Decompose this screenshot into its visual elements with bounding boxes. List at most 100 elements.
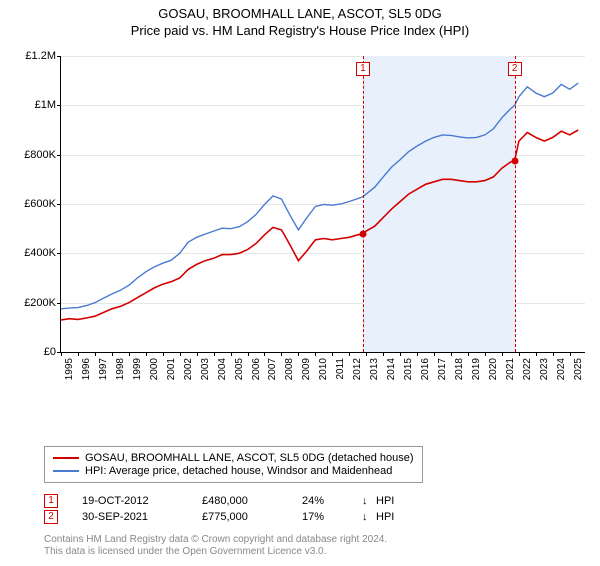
y-axis-label: £1M (12, 99, 56, 111)
x-axis-label: 2020 (488, 358, 499, 380)
x-axis-label: 1998 (115, 358, 126, 380)
x-axis-label: 2008 (284, 358, 295, 380)
legend-label: GOSAU, BROOMHALL LANE, ASCOT, SL5 0DG (d… (85, 452, 414, 464)
x-tick (519, 352, 520, 356)
x-tick (332, 352, 333, 356)
marker-badge: 2 (508, 62, 522, 76)
series-price_paid (61, 130, 578, 320)
x-axis-label: 2006 (251, 358, 262, 380)
marker-dot (359, 230, 366, 237)
x-tick (231, 352, 232, 356)
x-tick (434, 352, 435, 356)
y-axis-label: £400K (12, 247, 56, 259)
x-axis-label: 2018 (454, 358, 465, 380)
x-tick (485, 352, 486, 356)
x-axis-label: 2005 (234, 358, 245, 380)
x-tick (214, 352, 215, 356)
x-tick (349, 352, 350, 356)
marker-price: £480,000 (202, 495, 302, 507)
marker-line (363, 56, 364, 352)
plot-area: 12 (60, 56, 585, 353)
marker-ref: HPI (376, 495, 416, 507)
x-tick (366, 352, 367, 356)
down-arrow-icon: ↓ (362, 511, 376, 523)
legend-swatch (53, 457, 79, 459)
marker-pct: 17% (302, 511, 362, 523)
x-axis-label: 2004 (217, 358, 228, 380)
y-axis-label: £800K (12, 149, 56, 161)
x-tick (570, 352, 571, 356)
x-tick (315, 352, 316, 356)
x-tick (400, 352, 401, 356)
x-axis-label: 2003 (200, 358, 211, 380)
x-axis-label: 2024 (556, 358, 567, 380)
marker-row: 2 30-SEP-2021 £775,000 17% ↓ HPI (44, 510, 416, 524)
y-axis-label: £600K (12, 198, 56, 210)
x-axis-label: 1995 (64, 358, 75, 380)
marker-line (515, 56, 516, 352)
x-axis-label: 2023 (539, 358, 550, 380)
x-axis-label: 1999 (132, 358, 143, 380)
attribution: Contains HM Land Registry data © Crown c… (44, 534, 387, 557)
x-axis-label: 2001 (166, 358, 177, 380)
x-tick (536, 352, 537, 356)
y-axis-label: £1.2M (12, 50, 56, 62)
x-axis-label: 2021 (505, 358, 516, 380)
attribution-line: Contains HM Land Registry data © Crown c… (44, 534, 387, 546)
x-axis-label: 2013 (369, 358, 380, 380)
marker-badge: 1 (356, 62, 370, 76)
marker-badge: 1 (44, 494, 58, 508)
marker-ref: HPI (376, 511, 416, 523)
marker-price: £775,000 (202, 511, 302, 523)
x-tick (129, 352, 130, 356)
x-axis-label: 2025 (573, 358, 584, 380)
x-tick (180, 352, 181, 356)
chart-subtitle: Price paid vs. HM Land Registry's House … (0, 23, 600, 38)
x-axis-label: 2009 (301, 358, 312, 380)
marker-pct: 24% (302, 495, 362, 507)
x-axis-label: 2011 (335, 358, 346, 380)
x-tick (61, 352, 62, 356)
x-axis-label: 2014 (386, 358, 397, 380)
legend-label: HPI: Average price, detached house, Wind… (85, 465, 392, 477)
x-axis-label: 2022 (522, 358, 533, 380)
y-axis-label: £0 (12, 346, 56, 358)
marker-row: 1 19-OCT-2012 £480,000 24% ↓ HPI (44, 494, 416, 508)
x-axis-label: 2016 (420, 358, 431, 380)
legend-item: HPI: Average price, detached house, Wind… (53, 465, 414, 477)
x-tick (248, 352, 249, 356)
x-tick (468, 352, 469, 356)
x-axis-label: 2002 (183, 358, 194, 380)
x-axis-label: 2010 (318, 358, 329, 380)
x-tick (197, 352, 198, 356)
x-axis-label: 1997 (98, 358, 109, 380)
x-axis-label: 2012 (352, 358, 363, 380)
x-tick (383, 352, 384, 356)
legend-item: GOSAU, BROOMHALL LANE, ASCOT, SL5 0DG (d… (53, 452, 414, 464)
x-axis-label: 2000 (149, 358, 160, 380)
x-tick (112, 352, 113, 356)
x-tick (78, 352, 79, 356)
markers-table: 1 19-OCT-2012 £480,000 24% ↓ HPI 2 30-SE… (44, 492, 416, 526)
x-tick (502, 352, 503, 356)
x-axis-label: 1996 (81, 358, 92, 380)
attribution-line: This data is licensed under the Open Gov… (44, 546, 387, 558)
series-hpi (61, 83, 578, 309)
x-tick (163, 352, 164, 356)
legend-swatch (53, 470, 79, 472)
x-tick (417, 352, 418, 356)
x-axis-label: 2017 (437, 358, 448, 380)
x-tick (95, 352, 96, 356)
x-tick (264, 352, 265, 356)
x-axis-label: 2015 (403, 358, 414, 380)
marker-date: 19-OCT-2012 (82, 495, 202, 507)
x-tick (298, 352, 299, 356)
chart-title: GOSAU, BROOMHALL LANE, ASCOT, SL5 0DG (0, 6, 600, 21)
down-arrow-icon: ↓ (362, 495, 376, 507)
x-axis-label: 2007 (267, 358, 278, 380)
x-axis-label: 2019 (471, 358, 482, 380)
y-axis-label: £200K (12, 297, 56, 309)
chart: £0£200K£400K£600K£800K£1M£1.2M 12 199519… (12, 56, 588, 406)
x-tick (281, 352, 282, 356)
marker-dot (511, 157, 518, 164)
